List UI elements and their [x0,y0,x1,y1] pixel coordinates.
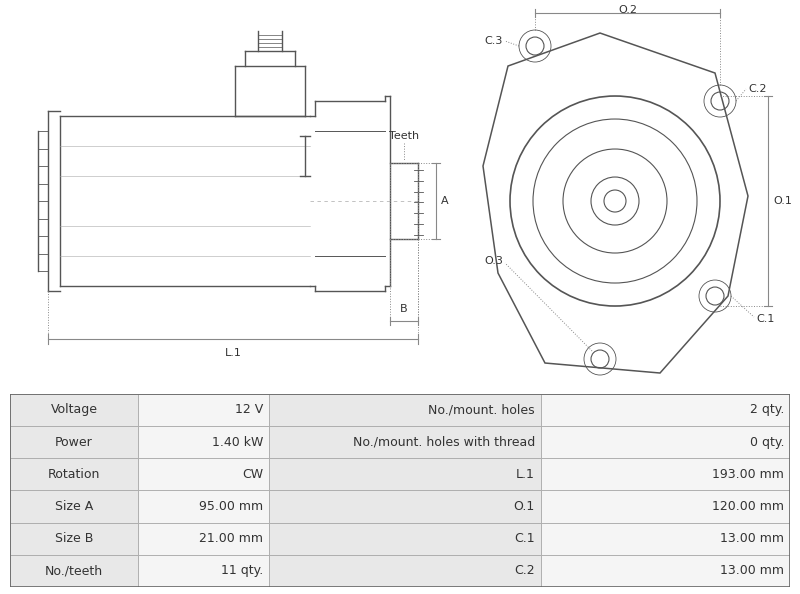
Bar [541,458,790,491]
Bar [10,394,138,426]
Text: No./mount. holes: No./mount. holes [428,403,535,416]
Bar [541,394,790,426]
Text: C.3: C.3 [485,36,503,46]
Text: L.1: L.1 [516,467,535,481]
Text: 1.40 kW: 1.40 kW [212,435,263,448]
Text: Power: Power [55,435,93,448]
Bar [138,426,269,458]
Text: 120.00 mm: 120.00 mm [712,500,784,513]
Bar [541,426,790,458]
Bar [269,523,541,555]
Text: Size A: Size A [55,500,93,513]
Text: 193.00 mm: 193.00 mm [713,467,784,481]
Text: C.1: C.1 [514,532,535,545]
Text: O.1: O.1 [514,500,535,513]
Text: C.2: C.2 [748,84,766,94]
Text: C.1: C.1 [756,314,774,324]
Text: O.2: O.2 [618,5,637,15]
Bar [10,491,138,523]
Text: Rotation: Rotation [48,467,100,481]
Text: A: A [441,196,449,206]
Bar [541,555,790,587]
Bar [269,491,541,523]
Text: L.1: L.1 [225,348,242,358]
Bar [138,394,269,426]
Text: 12 V: 12 V [235,403,263,416]
Bar [269,394,541,426]
Text: 95.00 mm: 95.00 mm [199,500,263,513]
Text: No./teeth: No./teeth [45,564,103,577]
Text: 2 qty.: 2 qty. [750,403,784,416]
Bar [10,458,138,491]
Text: B: B [400,304,408,314]
Text: 13.00 mm: 13.00 mm [720,532,784,545]
Text: O.3: O.3 [484,256,503,266]
Text: Teeth: Teeth [389,131,419,141]
Text: 11 qty.: 11 qty. [221,564,263,577]
Text: O.1: O.1 [773,196,792,206]
Bar [541,523,790,555]
Bar [138,523,269,555]
Text: CW: CW [242,467,263,481]
Text: Size B: Size B [55,532,93,545]
Bar [138,458,269,491]
Text: C.2: C.2 [514,564,535,577]
Bar [10,426,138,458]
Text: 0 qty.: 0 qty. [750,435,784,448]
Text: Voltage: Voltage [50,403,98,416]
Bar [138,491,269,523]
Bar [541,491,790,523]
Text: 13.00 mm: 13.00 mm [720,564,784,577]
Bar [138,555,269,587]
Bar [10,555,138,587]
Bar [10,523,138,555]
Bar [269,458,541,491]
Bar [269,426,541,458]
Text: 21.00 mm: 21.00 mm [199,532,263,545]
Bar [269,555,541,587]
Text: No./mount. holes with thread: No./mount. holes with thread [353,435,535,448]
